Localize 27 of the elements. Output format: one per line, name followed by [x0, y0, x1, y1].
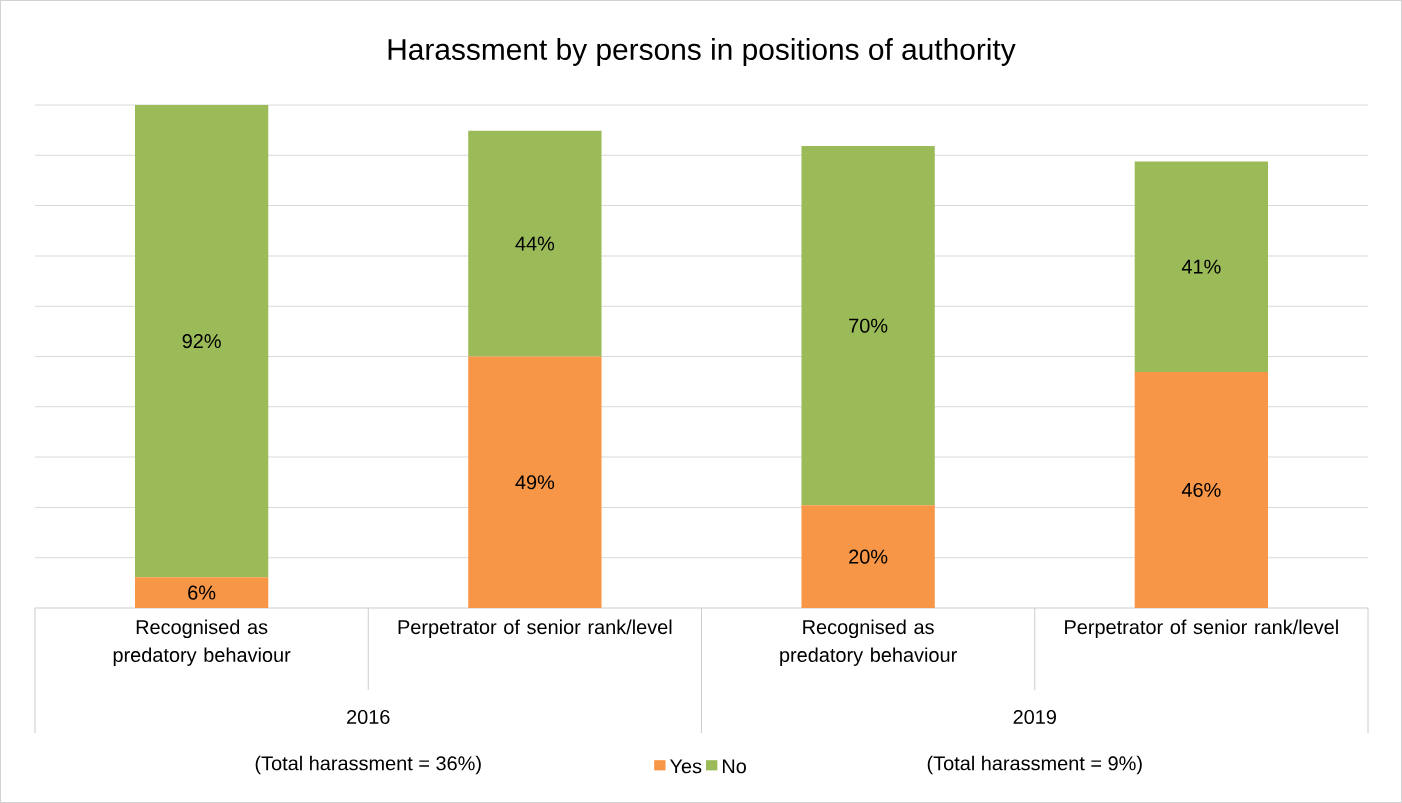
- bar: [1134, 161, 1269, 372]
- bar: [134, 104, 269, 578]
- text: (Total harassment = 36%): [255, 755, 481, 775]
- data-label: 44%: [515, 236, 555, 251]
- x-tick-label: Recognised as predatory behaviour: [780, 619, 957, 666]
- bar: [134, 577, 269, 608]
- text: (Total harassment = 9%): [927, 755, 1142, 775]
- legend-label: No: [722, 759, 746, 774]
- data-label: 41%: [1181, 259, 1221, 274]
- x-tick-label: Perpetrator of senior rank/level: [1065, 619, 1338, 639]
- x-tick-label: Perpetrator of senior rank/level: [398, 619, 672, 639]
- bar: [801, 146, 935, 506]
- text: 2016: [347, 709, 390, 725]
- bar: [468, 356, 602, 608]
- x-tick-label: Recognised as predatory behaviour: [113, 619, 291, 666]
- text: 2019: [1013, 709, 1056, 725]
- bar: [468, 130, 602, 357]
- legend-label: Yes: [669, 759, 702, 774]
- data-label: 92%: [182, 334, 221, 349]
- data-label: 20%: [849, 549, 888, 564]
- data-label: 46%: [1181, 482, 1221, 497]
- data-label: 49%: [515, 475, 555, 490]
- data-label: 70%: [849, 318, 888, 333]
- chart-title: Harassment by persons in positions of authority: [388, 38, 1016, 66]
- data-label: 6%: [188, 585, 216, 600]
- bar: [1134, 371, 1269, 608]
- bar: [801, 505, 935, 608]
